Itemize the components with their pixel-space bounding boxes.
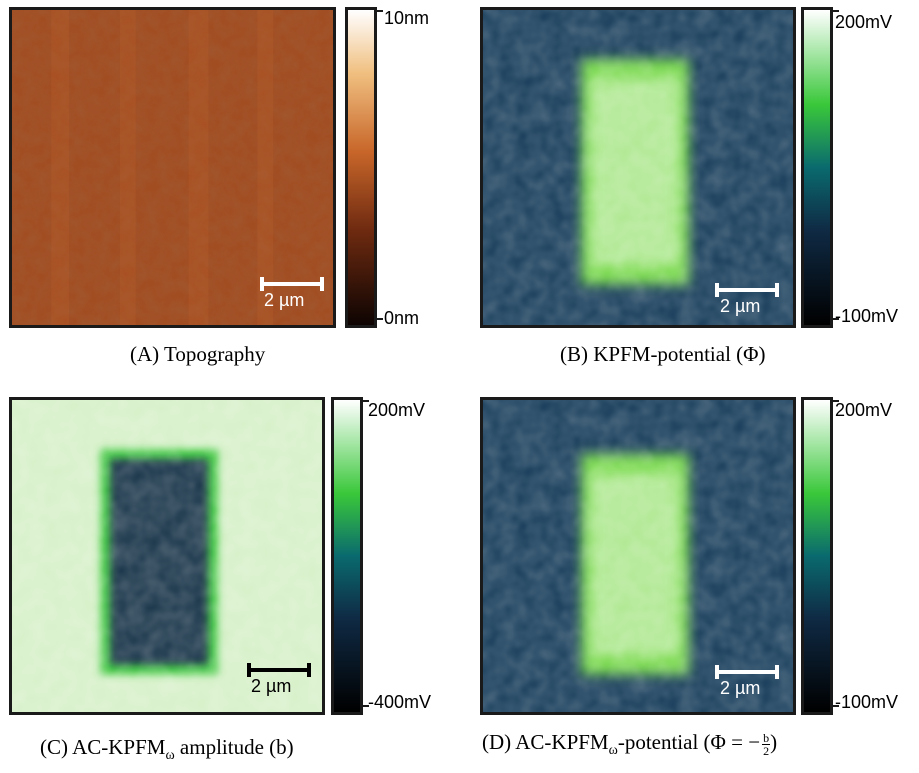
colorbar-min-label: -100mV (835, 306, 899, 326)
colorbar (801, 7, 833, 328)
scale-bar (260, 277, 324, 291)
colorbar-max-label: 200mV (835, 12, 893, 32)
colorbar-tick-bottom (361, 705, 369, 707)
caption-end: ) (770, 730, 778, 754)
scale-bar-label: 2 µm (264, 290, 305, 310)
ac-kpfm-amplitude-image: 2 µm (9, 397, 325, 715)
colorbar-min-label: -400mV (368, 692, 432, 712)
fraction-numerator: b (762, 730, 771, 745)
scale-bar-label: 2 µm (720, 678, 761, 698)
colorbar-tick-top (361, 400, 369, 402)
colorbar-tick-top (831, 400, 839, 402)
caption-d: (D) AC-KPFMω-potential (Φ = − b 2) (482, 730, 777, 759)
caption-b: (B) KPFM-potential (Φ) (560, 342, 766, 366)
scale-bar (715, 665, 779, 679)
colorbar-tick-bottom (375, 318, 383, 320)
colorbar (331, 397, 363, 715)
scale-bar (247, 663, 311, 677)
caption-main: (D) AC-KPFM (482, 730, 609, 754)
topography-image: 2 µm (9, 7, 336, 328)
scale-bar-label: 2 µm (720, 296, 761, 316)
colorbar-min-label: 0nm (384, 308, 420, 328)
caption-main: (C) AC-KPFM (40, 735, 166, 759)
caption-rest: amplitude (b) (174, 735, 294, 759)
kpfm-potential-image: 2 µm (480, 7, 796, 328)
caption-rest: -potential (Φ = − (617, 730, 761, 754)
colorbar-tick-bottom (831, 318, 839, 320)
ac-kpfm-potential-image: 2 µm (480, 397, 796, 715)
colorbar-min-label: -100mV (835, 692, 899, 712)
caption-c: (C) AC-KPFMω amplitude (b) (40, 735, 294, 764)
caption-a: (A) Topography (130, 342, 266, 366)
fraction-denominator: 2 (763, 743, 770, 758)
scale-bar-label: 2 µm (251, 676, 292, 696)
caption-subscript: ω (165, 748, 175, 764)
colorbar-max-label: 200mV (368, 400, 426, 420)
colorbar-tick-top (831, 10, 839, 12)
colorbar-tick-top (375, 10, 383, 12)
colorbar (345, 7, 377, 328)
colorbar-tick-bottom (831, 705, 839, 707)
colorbar (801, 397, 833, 715)
caption-subscript: ω (608, 743, 618, 759)
colorbar-max-label: 10nm (384, 8, 430, 28)
colorbar-max-label: 200mV (835, 400, 893, 420)
scale-bar (715, 283, 779, 297)
